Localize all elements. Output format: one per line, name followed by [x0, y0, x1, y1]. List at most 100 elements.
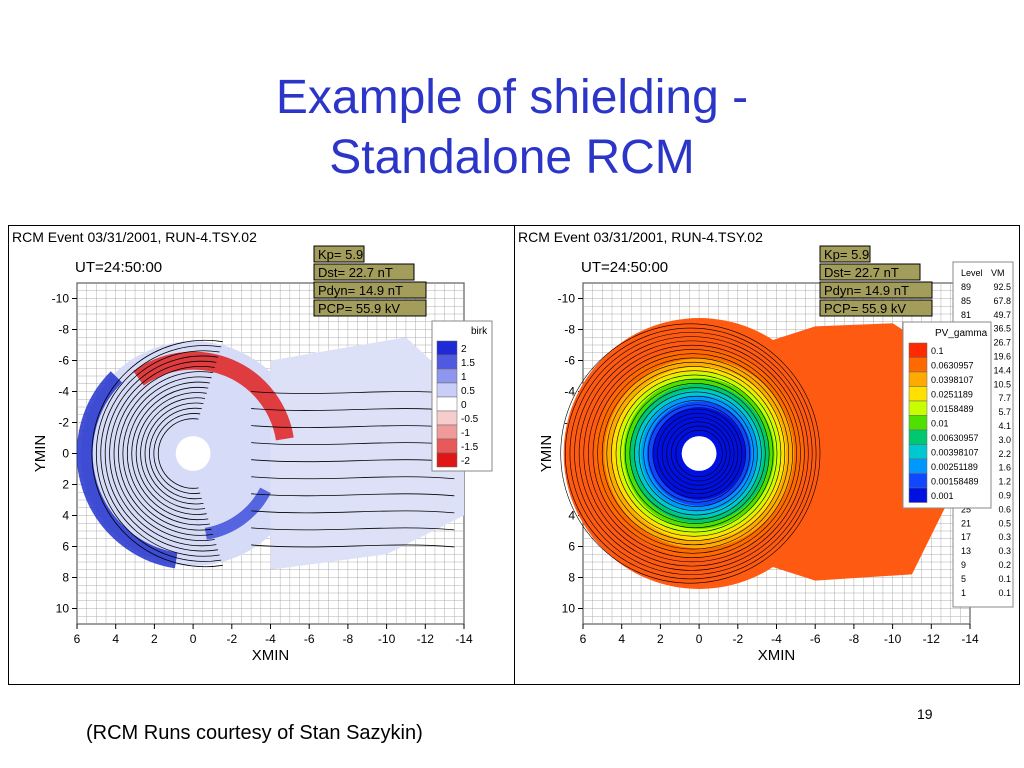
credit-caption: (RCM Runs courtesy of Stan Sazykin) — [86, 722, 423, 744]
slide-title-line1: Example of shielding - — [275, 71, 749, 124]
y-tick-label: 10 — [56, 602, 70, 616]
table-vm-cell: 92.5 — [993, 282, 1011, 292]
legend-swatch — [908, 429, 928, 445]
contour-line — [615, 374, 774, 533]
y-tick-label: 4 — [568, 509, 575, 523]
param-label: Dst= 22.7 nT — [318, 265, 393, 280]
plot-header: RCM Event 03/31/2001, RUN-4.TSY.02 — [12, 229, 257, 245]
tail-contour-line — [251, 459, 455, 463]
y-tick-label: -8 — [58, 323, 69, 337]
table-vm-cell: 49.7 — [993, 310, 1011, 320]
table-vm-cell: 0.3 — [998, 532, 1011, 542]
table-vm-cell: 2.2 — [998, 449, 1011, 459]
x-tick-label: 6 — [580, 632, 587, 646]
contour-line — [574, 336, 809, 571]
y-axis-label: YMIN — [538, 435, 555, 473]
legend-label: 0.0158489 — [931, 404, 974, 414]
y-tick-label: 6 — [568, 540, 575, 554]
contour-line — [565, 327, 817, 580]
legend-label: -1.5 — [461, 442, 479, 453]
x-tick-label: -6 — [304, 632, 315, 646]
tail-contour-line — [251, 527, 455, 531]
x-tick-label: 2 — [657, 632, 664, 646]
contour-line — [675, 429, 723, 478]
tail-contour-line — [251, 442, 455, 446]
legend-swatch — [908, 400, 928, 416]
y-tick-label: -2 — [58, 416, 69, 430]
slide-title: Example of shielding - Standalone RCM — [0, 68, 1024, 188]
table-vm-cell: 4.1 — [998, 421, 1011, 431]
table-header-level: Level — [961, 268, 983, 278]
contour-line — [100, 350, 220, 557]
table-vm-cell: 0.1 — [998, 588, 1011, 598]
tail-contour-line — [251, 425, 455, 428]
table-vm-cell: 19.6 — [993, 352, 1011, 362]
legend-label: 0.1 — [931, 346, 944, 356]
legend-swatch — [908, 386, 928, 402]
legend-label: -2 — [461, 456, 470, 467]
y-axis-label: YMIN — [32, 435, 49, 473]
table-vm-cell: 0.1 — [998, 574, 1011, 584]
param-label: Kp= 5.9 — [824, 247, 869, 262]
table-vm-cell: 3.0 — [998, 435, 1011, 445]
x-tick-label: 4 — [112, 632, 119, 646]
contour-line — [95, 345, 222, 562]
y-tick-label: -10 — [558, 292, 576, 306]
legend-title: birk — [471, 326, 488, 337]
contour-line — [113, 366, 215, 541]
y-tick-label: -4 — [58, 385, 69, 399]
x-tick-label: -14 — [961, 632, 979, 646]
table-vm-cell: 1.2 — [998, 477, 1011, 487]
contour-line — [652, 408, 743, 499]
contour-line — [657, 412, 739, 495]
contour-line — [583, 344, 801, 563]
legend-swatch — [908, 357, 928, 373]
x-tick-label: -12 — [417, 632, 435, 646]
contour-line — [118, 371, 214, 536]
contour-lines — [91, 339, 455, 568]
contour-line — [597, 357, 790, 550]
legend-title: PV_gamma — [935, 328, 988, 339]
legend-swatch — [436, 368, 458, 384]
table-vm-cell: 0.6 — [998, 504, 1011, 514]
dawn-current-band — [76, 371, 178, 569]
x-tick-label: -2 — [732, 632, 743, 646]
contour-line — [606, 366, 782, 541]
legend-label: 1.5 — [461, 358, 475, 369]
tail-contour-line — [251, 391, 455, 394]
param-label: PCP= 55.9 kV — [824, 301, 906, 316]
contour-line — [634, 391, 758, 516]
param-box — [313, 263, 415, 281]
x-tick-label: -6 — [810, 632, 821, 646]
x-tick-label: -10 — [378, 632, 396, 646]
contour-line — [666, 421, 731, 486]
x-tick-label: 0 — [696, 632, 703, 646]
param-box — [819, 299, 933, 317]
contour-line — [611, 370, 778, 537]
legend-swatch — [436, 340, 458, 356]
birkeland-current-plot: RCM Event 03/31/2001, RUN-4.TSY.02 UT=24:… — [12, 229, 493, 664]
plot-header: RCM Event 03/31/2001, RUN-4.TSY.02 — [518, 229, 763, 245]
table-level-cell: 89 — [961, 282, 971, 292]
inner-boundary-hole — [175, 436, 211, 471]
right-plot-panel: RCM Event 03/31/2001, RUN-4.TSY.02 UT=24:… — [514, 226, 1020, 684]
contour-line — [661, 417, 735, 490]
contour-line — [140, 397, 206, 510]
x-tick-label: -14 — [455, 632, 473, 646]
x-tick-label: -12 — [923, 632, 941, 646]
legend-label: 0.0398107 — [931, 375, 974, 385]
contour-line — [144, 402, 204, 505]
dusk-current-band — [133, 351, 294, 441]
x-tick-label: -10 — [884, 632, 902, 646]
legend-label: 0.00251189 — [931, 462, 978, 472]
tail-contour-line — [251, 510, 455, 514]
ut-timestamp: UT=24:50:00 — [75, 259, 162, 276]
legend-swatch — [908, 487, 928, 503]
legend-label: -0.5 — [461, 414, 479, 425]
legend-label: 0.00630957 — [931, 433, 979, 443]
x-axis-label: XMIN — [252, 647, 290, 664]
slide-title-line2: Standalone RCM — [329, 131, 695, 184]
legend-label: 0.01 — [931, 419, 949, 429]
tail-contour-line — [251, 544, 455, 548]
contour-line — [560, 323, 821, 584]
